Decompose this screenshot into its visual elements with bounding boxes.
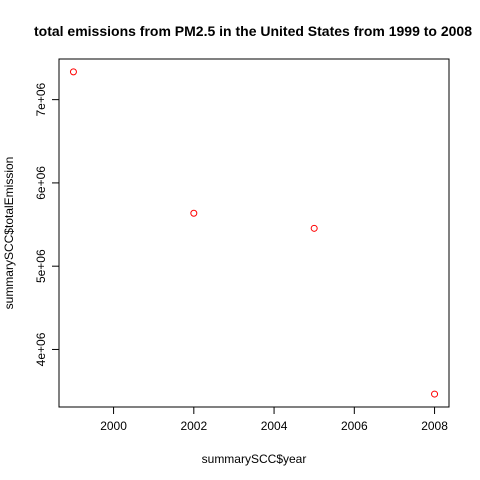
y-tick-label: 7e+06	[34, 82, 48, 116]
x-axis-label: summarySCC$year	[202, 452, 307, 466]
y-tick-label: 5e+06	[34, 249, 48, 283]
x-tick-label: 2004	[261, 419, 288, 433]
data-point	[190, 209, 198, 217]
y-tick-label: 4e+06	[34, 332, 48, 366]
x-tick-label: 2000	[100, 419, 127, 433]
x-tick-label: 2008	[421, 419, 448, 433]
y-axis: 4e+06 5e+06 6e+06 7e+06	[34, 82, 60, 366]
y-tick-label: 6e+06	[34, 166, 48, 200]
data-point	[310, 224, 318, 232]
x-tick-label: 2002	[180, 419, 207, 433]
x-axis: 2000 2002 2004 2006 2008	[100, 406, 448, 433]
x-tick-label: 2006	[341, 419, 368, 433]
data-point	[69, 68, 77, 76]
data-points	[69, 68, 439, 398]
chart-title: total emissions from PM2.5 in the United…	[34, 23, 472, 39]
y-axis-label: summarySCC$totalEmission	[2, 157, 16, 310]
data-point	[431, 390, 439, 398]
